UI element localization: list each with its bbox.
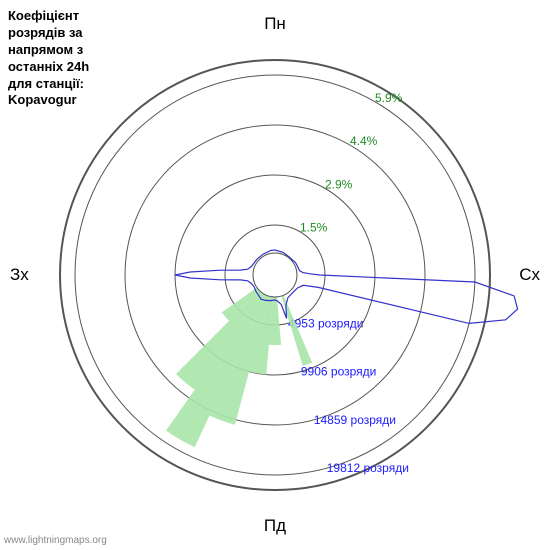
footer-credit: www.lightningmaps.org (4, 535, 107, 546)
ring-count-label: 4953 розряди (288, 316, 364, 330)
compass-north: Пн (264, 14, 286, 34)
ring-count-label: 19812 розряди (327, 461, 409, 475)
ring-count-label: 9906 розряди (301, 365, 377, 379)
compass-west: Зх (10, 265, 29, 285)
ring-percent-label: 5.9% (375, 91, 403, 105)
ring-percent-label: 4.4% (350, 134, 378, 148)
center-hole (253, 253, 297, 297)
ring-percent-label: 1.5% (300, 221, 328, 235)
ring-count-label: 14859 розряди (314, 413, 396, 427)
compass-east: Сх (519, 265, 540, 285)
ring-percent-label: 2.9% (325, 177, 353, 191)
compass-south: Пд (264, 516, 286, 536)
chart-title: Коефіцієнт розрядів за напрямом з останн… (8, 8, 89, 109)
